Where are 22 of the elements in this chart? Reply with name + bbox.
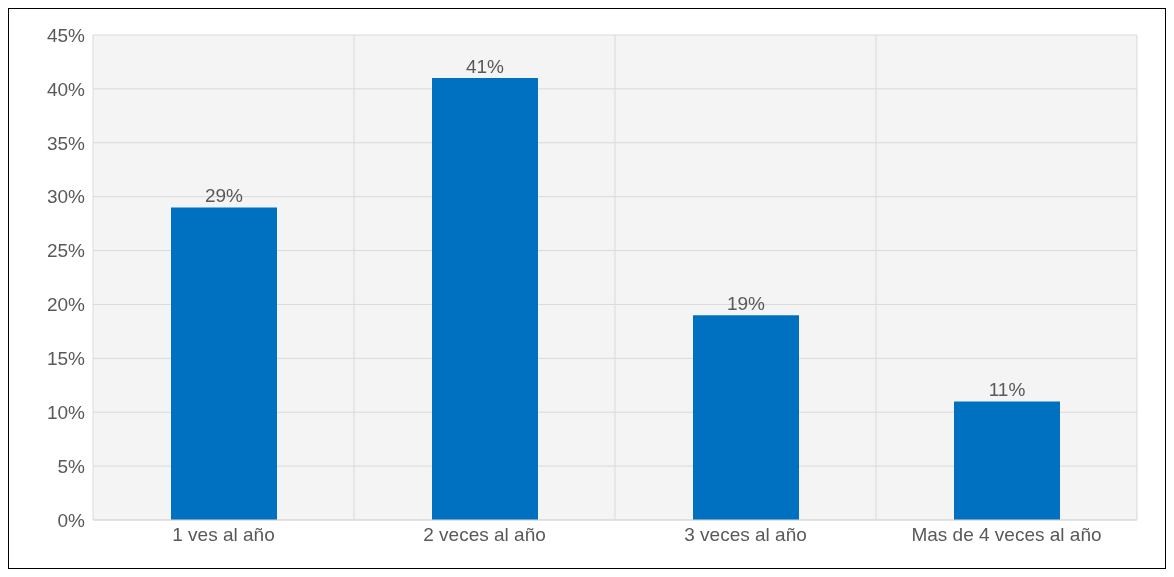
- bar: [693, 315, 799, 520]
- y-tick-label: 25%: [46, 240, 86, 262]
- y-tick-label: 45%: [46, 24, 86, 46]
- y-tick-label: 20%: [46, 294, 86, 316]
- bar: [171, 207, 277, 520]
- data-label: 29%: [204, 185, 244, 207]
- y-tick-label: 0%: [57, 509, 86, 531]
- y-tick-label: 40%: [46, 78, 86, 100]
- y-tick-label: 15%: [46, 348, 86, 370]
- data-label: 19%: [726, 293, 766, 315]
- bar: [432, 78, 538, 520]
- y-tick-label: 10%: [46, 401, 86, 423]
- data-label: 41%: [465, 56, 505, 78]
- x-tick-label: 2 veces al año: [423, 524, 546, 546]
- y-tick-label: 30%: [46, 186, 86, 208]
- x-tick-label: 1 ves al año: [172, 524, 275, 546]
- y-tick-label: 35%: [46, 132, 86, 154]
- x-tick-label: 3 veces al año: [684, 524, 807, 546]
- bar: [954, 401, 1060, 520]
- x-tick-label: Mas de 4 veces al año: [911, 524, 1102, 546]
- y-tick-label: 5%: [57, 455, 86, 477]
- data-label: 11%: [988, 379, 1026, 401]
